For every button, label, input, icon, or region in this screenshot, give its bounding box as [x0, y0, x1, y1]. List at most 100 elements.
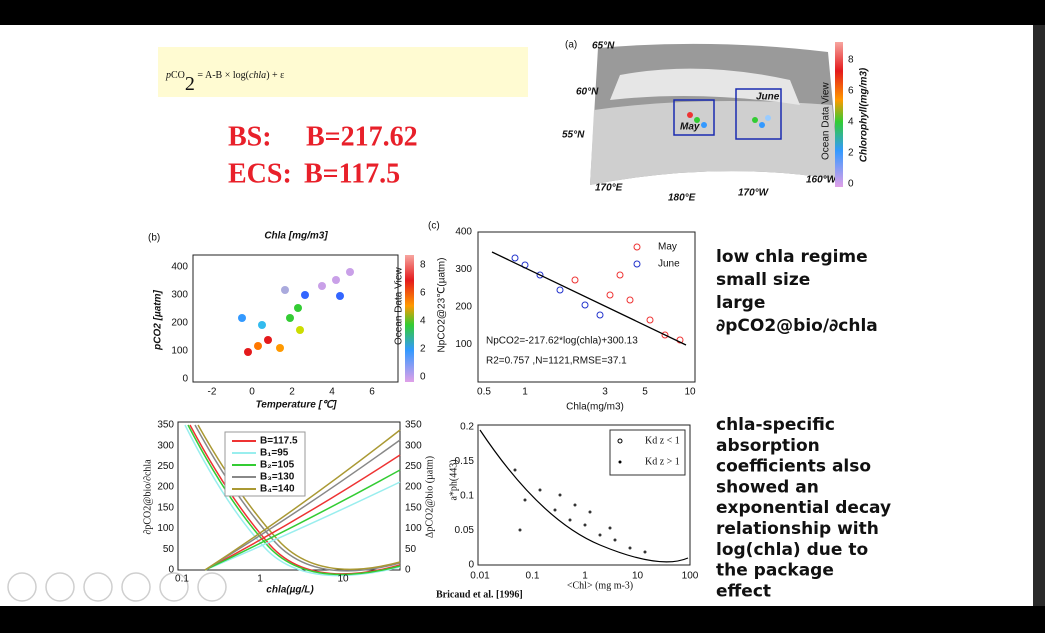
- tick-label: 0: [420, 372, 426, 383]
- zoom-button[interactable]: [159, 572, 189, 602]
- watermark: Ocean Data View: [821, 82, 832, 160]
- tick-label: 100: [405, 523, 422, 534]
- tick-label: 0: [168, 565, 174, 576]
- tick-label: 1: [582, 571, 588, 582]
- dot: [616, 271, 624, 279]
- panel-label: (c): [428, 221, 440, 232]
- stats: R2=0.757 ,N=1121,RMSE=37.1: [486, 356, 627, 367]
- lon-label: 170°W: [738, 188, 770, 199]
- legend-symbol: [617, 438, 623, 444]
- dot: [336, 292, 344, 300]
- legend-label: B₃=130: [260, 472, 295, 483]
- curve: [187, 424, 401, 576]
- side-strip: [1033, 25, 1045, 606]
- formula: pCO2 = A-B × log(chla) + ε: [165, 70, 284, 94]
- tick-label: 250: [157, 461, 174, 472]
- tick-label: 150: [157, 502, 174, 513]
- legend-symbol: [633, 243, 641, 251]
- tick-label: 250: [405, 461, 422, 472]
- tick-label: 3: [602, 387, 608, 398]
- formula-part: CO: [171, 70, 185, 81]
- dot: [264, 336, 272, 344]
- citation: Bricaud et al. [1996]: [436, 589, 523, 600]
- tick-label: 8: [848, 55, 854, 66]
- tick-label: 400: [171, 262, 188, 273]
- dot: [286, 314, 294, 322]
- prev-button[interactable]: [7, 572, 37, 602]
- dot: [518, 528, 522, 532]
- curve: [204, 439, 401, 571]
- curve: [197, 424, 401, 571]
- dot: [513, 468, 517, 472]
- slides-button[interactable]: [121, 572, 151, 602]
- curve: [194, 424, 401, 572]
- tick-label: 0: [468, 560, 474, 571]
- dot: [301, 291, 309, 299]
- formula-part: 2: [185, 73, 195, 95]
- panel-c: (c) NpCO2@23℃(µatm) Chla(mg/m3) May June…: [428, 221, 696, 413]
- dot: [613, 538, 617, 542]
- dot: [536, 271, 544, 279]
- y-axis-label: pCO2 [µatm]: [153, 290, 164, 351]
- watermark: Ocean Data View: [394, 267, 405, 345]
- note-line: the package: [716, 561, 834, 581]
- legend-box: [224, 431, 306, 497]
- dot: [598, 533, 602, 537]
- note-line: chla-specific: [716, 415, 835, 435]
- dot: [588, 510, 592, 514]
- panel-label: (b): [148, 233, 160, 244]
- lon-label: 180°E: [668, 193, 696, 204]
- next-button[interactable]: [45, 572, 75, 602]
- x-axis-label: Temperature [℃]: [256, 400, 338, 411]
- top-bar: [0, 0, 1045, 25]
- tick-label: 100: [455, 339, 472, 350]
- plot-frame: [477, 424, 691, 566]
- tick-label: 0.01: [470, 571, 490, 582]
- note-line: showed an: [716, 477, 819, 497]
- legend-label: B=117.5: [260, 436, 298, 447]
- formula-box: [158, 47, 528, 97]
- panel-d: ∂pCO2@bio/∂chla ΔpCO2@bio (µatm) chla(µg…: [142, 421, 435, 596]
- notes: low chla regime small size large ∂pCO2@bio/…: [716, 247, 891, 601]
- tick-label: 0.05: [455, 525, 475, 536]
- dot: [661, 331, 669, 339]
- coef-label: BS:: [228, 121, 272, 152]
- tick-label: 4: [329, 387, 335, 398]
- panel-e: a*ph(443) <Chl> (mg m-3) Kd z < 1 Kd z >…: [436, 424, 691, 600]
- sample-dot: [701, 122, 707, 128]
- tick-label: 5: [642, 387, 648, 398]
- curve: [204, 469, 401, 571]
- coef-label: ECS:: [228, 158, 292, 189]
- curve: [204, 454, 401, 571]
- dot: [626, 296, 634, 304]
- formula-part: p: [165, 70, 171, 81]
- tick-label: 200: [157, 482, 174, 493]
- pen-button[interactable]: [83, 572, 113, 602]
- lat-label: 55°N: [562, 130, 585, 141]
- tick-label: 1: [522, 387, 528, 398]
- tick-label: 350: [405, 420, 422, 431]
- note-line: ∂pCO2@bio/∂chla: [716, 316, 878, 336]
- map-ice: [610, 68, 800, 105]
- tick-label: 2: [848, 148, 854, 159]
- y-axis-label: NpCO2@23℃(µatm): [437, 258, 448, 353]
- tick-label: 1: [257, 574, 263, 585]
- dot: [596, 311, 604, 319]
- x-axis-label: <Chl> (mg m-3): [567, 580, 633, 591]
- curve: [204, 481, 401, 571]
- tick-label: 300: [405, 440, 422, 451]
- lat-label: 60°N: [576, 87, 599, 98]
- y-axis-label: ΔpCO2@bio (µatm): [424, 456, 435, 538]
- tick-label: 200: [455, 302, 472, 313]
- legend-label: B₄=140: [260, 484, 295, 495]
- more-button[interactable]: [197, 572, 227, 602]
- legend-label: Kd z > 1: [645, 456, 680, 467]
- dot: [581, 301, 589, 309]
- dot: [568, 518, 572, 522]
- dot: [318, 282, 326, 290]
- tick-label: 6: [420, 288, 426, 299]
- dot: [573, 503, 577, 507]
- dot: [558, 493, 562, 497]
- tick-label: -2: [208, 387, 217, 398]
